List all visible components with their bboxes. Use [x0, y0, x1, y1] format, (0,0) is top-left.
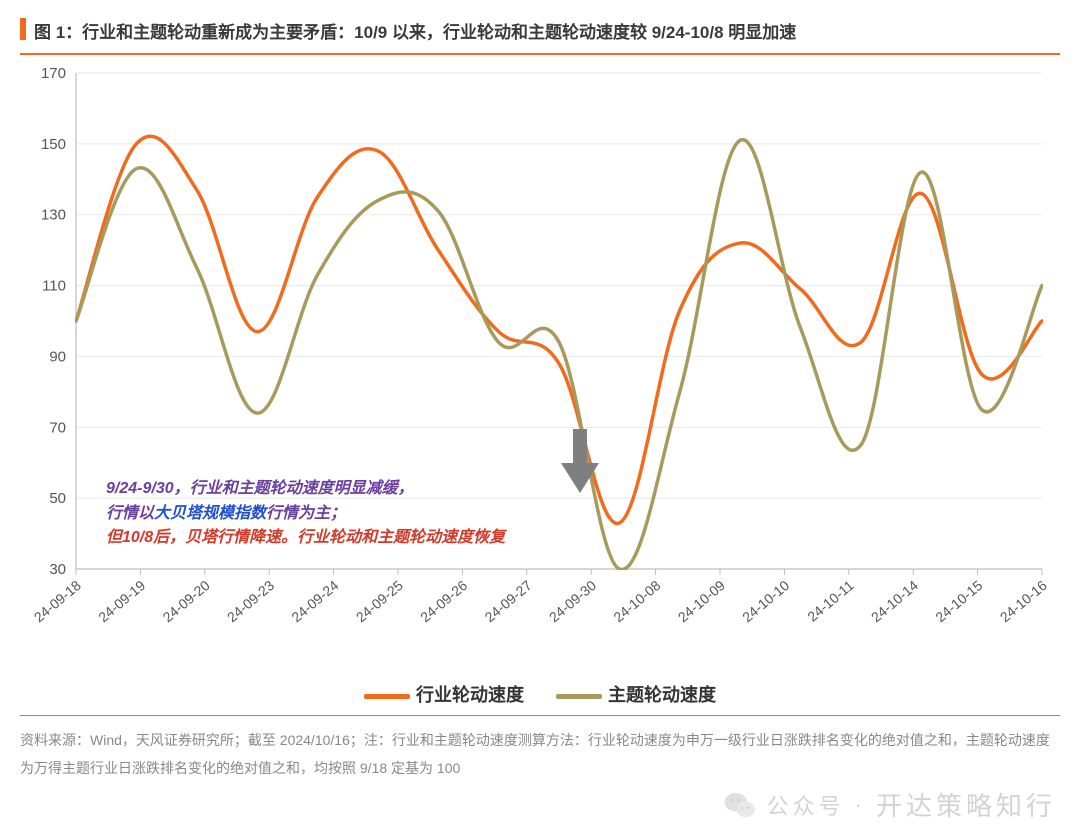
svg-text:24-09-26: 24-09-26	[417, 577, 470, 625]
svg-text:24-10-16: 24-10-16	[997, 577, 1050, 625]
legend-item: 行业轮动速度	[364, 681, 524, 707]
annotation-line-1: 9/24-9/30，行业和主题轮动速度明显减缓，	[106, 477, 505, 502]
figure-title: 图 1：行业和主题轮动重新成为主要矛盾：10/9 以来，行业轮动和主题轮动速度较…	[20, 18, 1060, 43]
legend-item: 主题轮动速度	[556, 681, 716, 707]
svg-text:50: 50	[49, 490, 66, 507]
svg-text:70: 70	[49, 419, 66, 436]
svg-text:24-09-27: 24-09-27	[482, 577, 535, 625]
chart-legend: 行业轮动速度 主题轮动速度	[20, 681, 1060, 707]
svg-text:24-10-09: 24-10-09	[675, 577, 728, 625]
legend-label: 主题轮动速度	[608, 685, 716, 705]
svg-text:24-10-11: 24-10-11	[804, 577, 857, 625]
watermark-label-large: 开达策略知行	[876, 786, 1056, 823]
svg-text:24-10-08: 24-10-08	[610, 577, 663, 625]
svg-text:24-10-14: 24-10-14	[868, 577, 921, 625]
figure-title-bar: 图 1：行业和主题轮动重新成为主要矛盾：10/9 以来，行业轮动和主题轮动速度较…	[20, 0, 1060, 49]
wechat-icon	[723, 788, 757, 822]
watermark: 公众号 · 开达策略知行	[723, 786, 1056, 823]
title-rule	[20, 53, 1060, 55]
svg-text:30: 30	[49, 561, 66, 578]
svg-text:170: 170	[41, 65, 66, 82]
line-chart-svg: 3050709011013015017024-09-1824-09-1924-0…	[20, 59, 1060, 679]
legend-swatch	[364, 694, 410, 699]
svg-text:24-09-24: 24-09-24	[288, 577, 341, 625]
svg-text:90: 90	[49, 348, 66, 365]
svg-text:24-10-15: 24-10-15	[932, 577, 985, 625]
chart-area: 3050709011013015017024-09-1824-09-1924-0…	[20, 59, 1060, 679]
legend-swatch	[556, 694, 602, 699]
figure-container: 图 1：行业和主题轮动重新成为主要矛盾：10/9 以来，行业轮动和主题轮动速度较…	[0, 0, 1080, 839]
chart-annotation-block: 9/24-9/30，行业和主题轮动速度明显减缓，行情以大贝塔规模指数行情为主；但…	[106, 477, 505, 551]
svg-text:110: 110	[42, 278, 66, 295]
svg-text:150: 150	[41, 136, 66, 153]
svg-text:24-09-25: 24-09-25	[353, 577, 406, 625]
annotation-line-3: 但10/8后，贝塔行情降速。行业轮动和主题轮动速度恢复	[106, 526, 505, 551]
svg-text:24-09-23: 24-09-23	[224, 577, 277, 625]
svg-text:24-09-20: 24-09-20	[160, 577, 213, 625]
svg-text:24-09-30: 24-09-30	[546, 577, 599, 625]
svg-text:24-09-18: 24-09-18	[31, 577, 84, 625]
title-accent-bar	[20, 18, 26, 40]
watermark-label-small: 公众号	[767, 789, 845, 821]
svg-text:24-10-10: 24-10-10	[739, 577, 792, 625]
svg-text:130: 130	[41, 207, 66, 224]
source-note: 资料来源：Wind，天风证券研究所；截至 2024/10/16；注：行业和主题轮…	[20, 716, 1060, 782]
legend-label: 行业轮动速度	[416, 685, 524, 705]
svg-text:24-09-19: 24-09-19	[95, 577, 148, 625]
arrow-down-icon	[559, 427, 601, 497]
annotation-line-2: 行情以大贝塔规模指数行情为主；	[106, 502, 505, 527]
